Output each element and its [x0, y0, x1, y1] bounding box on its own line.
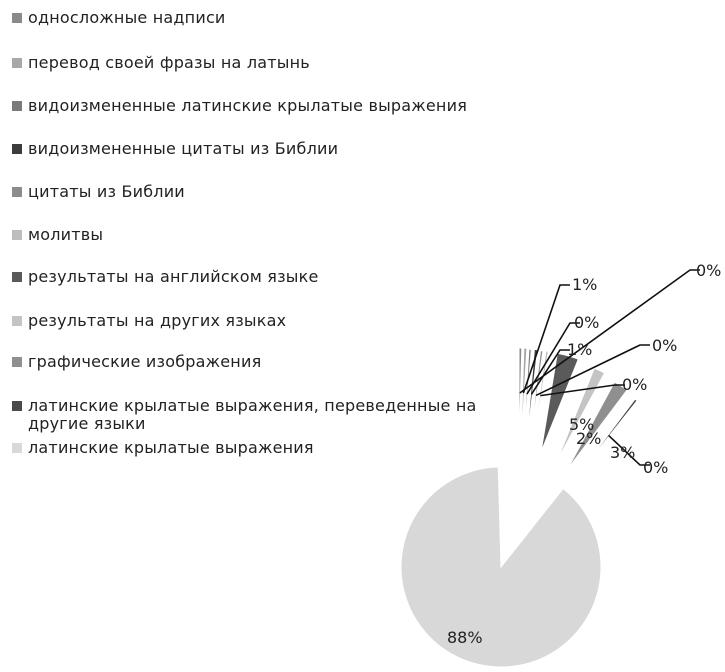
legend-item: латинские крылатые выражения: [12, 439, 314, 457]
leader-line: [519, 269, 700, 394]
pie-slice: [540, 352, 579, 453]
leader-line: [535, 344, 650, 397]
legend-swatch: [12, 443, 22, 453]
legend-label: латинские крылатые выражения, переведенн…: [28, 396, 477, 433]
legend-item: латинские крылатые выражения, переведенн…: [12, 397, 532, 433]
pie-slice: [518, 347, 523, 449]
legend-swatch: [12, 101, 22, 111]
legend-swatch: [12, 316, 22, 326]
legend-swatch: [12, 272, 22, 282]
pie-slice: [566, 381, 628, 471]
legend-item: цитаты из Библии: [12, 183, 185, 201]
data-label: 88%: [447, 628, 483, 647]
legend-label: перевод своей фразы на латынь: [28, 53, 310, 72]
legend-label: графические изображения: [28, 352, 262, 371]
data-label: 2%: [576, 429, 601, 448]
legend-item: результаты на английском языке: [12, 268, 319, 286]
data-label: 0%: [643, 458, 668, 477]
data-label: 0%: [652, 336, 677, 355]
data-label: 1%: [572, 275, 597, 294]
data-label: 0%: [696, 261, 721, 280]
legend-swatch: [12, 13, 22, 23]
legend-label: видоизмененные цитаты из Библии: [28, 139, 339, 158]
legend-item: видоизмененные латинские крылатые выраже…: [12, 97, 467, 115]
pie-slices: [400, 347, 638, 668]
data-label: 0%: [574, 313, 599, 332]
legend-label: молитвы: [28, 225, 104, 244]
leader-line: [540, 384, 625, 397]
leader-line: [522, 284, 570, 394]
legend-label: цитаты из Библии: [28, 182, 185, 201]
leader-line: [530, 349, 570, 395]
legend-label: видоизмененные латинские крылатые выраже…: [28, 96, 468, 115]
legend-swatch: [12, 187, 22, 197]
pie-slice: [528, 350, 544, 451]
legend-item: молитвы: [12, 226, 103, 244]
data-labels: 0% 1% 0% 1% 0% 0% 5%2% 3% 0% 88%: [447, 261, 721, 647]
data-label: 5%: [569, 415, 594, 434]
legend-item: графические изображения: [12, 353, 261, 371]
legend-label: результаты на других языках: [28, 311, 287, 330]
legend-item: однoсложные надписи: [12, 9, 226, 27]
pie-slice: [520, 347, 528, 449]
pie-slice: [400, 466, 602, 668]
legend-swatch: [12, 401, 22, 411]
legend-swatch: [12, 144, 22, 154]
legend-label: латинские крылатые выражения: [28, 438, 314, 457]
legend-swatch: [12, 230, 22, 240]
data-label: 3%: [610, 443, 635, 462]
data-label: 0%: [622, 375, 647, 394]
legend-item: перевод своей фразы на латынь: [12, 54, 310, 72]
leader-line: [608, 434, 650, 466]
legend-label: результаты на английском языке: [28, 267, 319, 286]
data-label: 1%: [567, 340, 592, 359]
legend-swatch: [12, 58, 22, 68]
leader-lines: [519, 269, 700, 466]
pie-slice: [574, 398, 638, 480]
leader-line: [526, 322, 580, 395]
legend-item: результаты на других языках: [12, 312, 286, 330]
pie-slice: [556, 367, 606, 462]
legend-item: видоизмененные цитаты из Библии: [12, 140, 338, 158]
legend-label: однoсложные надписи: [28, 8, 226, 27]
legend-swatch: [12, 357, 22, 367]
